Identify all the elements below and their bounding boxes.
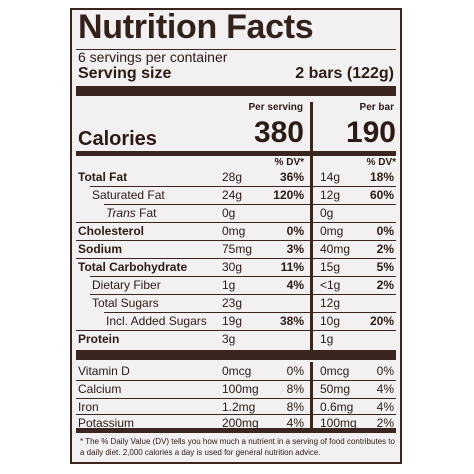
dv-per-serving: 36% [279, 170, 304, 184]
row-divider [90, 276, 396, 277]
vitamin-name: Iron [78, 400, 99, 414]
amount-per-serving: 19g [222, 314, 243, 328]
calories-per-serving: 380 [253, 116, 304, 149]
column-divider [310, 102, 313, 360]
dv-per-serving: 11% [280, 260, 304, 274]
serving-size-value: 2 bars (122g) [295, 65, 394, 82]
vitamin-dv-per-bar: 4% [376, 382, 394, 396]
vitamin-amount-per-serving: 0mcg [222, 364, 252, 378]
footnote-divider [76, 428, 396, 433]
vitamin-dv-per-bar: 0% [376, 364, 394, 378]
nutrient-name: Trans Fat [106, 206, 156, 220]
amount-per-bar: 0g [320, 206, 334, 220]
vitamin-dv-per-serving: 0% [286, 364, 304, 378]
nutrient-name: Sodium [78, 242, 122, 256]
calories-label: Calories [78, 128, 157, 150]
serving-size-label: Serving size [78, 65, 172, 82]
dv-per-serving: 4% [286, 278, 304, 292]
label-title: Nutrition Facts [78, 8, 314, 46]
nutrient-name: Total Sugars [92, 296, 159, 310]
vitamin-dv-per-bar: 2% [376, 416, 394, 430]
dv-header-serving: % DV* [274, 157, 304, 168]
nutrient-name-rest: Fat [135, 206, 157, 220]
servings-per-container: 6 servings per container [78, 49, 228, 65]
amount-per-serving: 3g [222, 332, 236, 346]
row-divider [104, 204, 396, 205]
row-divider [76, 240, 396, 241]
dv-per-serving: 0% [286, 224, 304, 238]
vitamin-amount-per-bar: 0.6mg [320, 400, 354, 414]
per-serving-header: Per serving [248, 102, 303, 113]
amount-per-bar: 40mg [320, 242, 351, 256]
dv-per-bar: 20% [369, 314, 394, 328]
nutrient-name: Total Carbohydrate [78, 260, 188, 274]
vitamins-divider [76, 350, 396, 360]
nutrient-name: Incl. Added Sugars [106, 314, 207, 328]
dv-per-bar: 60% [369, 188, 394, 202]
dv-per-serving: 120% [273, 188, 304, 202]
per-bar-header: Per bar [359, 102, 394, 113]
amount-per-serving: 24g [222, 188, 243, 202]
dv-per-bar: 18% [369, 170, 394, 184]
vitamin-dv-per-serving: 4% [286, 416, 304, 430]
nutrient-name: Saturated Fat [92, 188, 165, 202]
vitamin-dv-per-bar: 4% [376, 400, 394, 414]
nutrient-name: Cholesterol [78, 224, 145, 238]
amount-per-serving: 23g [222, 296, 243, 310]
vitamin-name: Calcium [78, 382, 122, 396]
nutrient-name: Total Fat [78, 170, 128, 184]
dv-per-serving: 3% [286, 242, 304, 256]
row-divider [76, 258, 396, 259]
calories-per-bar: 190 [345, 116, 396, 149]
amount-per-bar: 15g [320, 260, 341, 274]
vitamin-name: Vitamin D [78, 364, 130, 378]
footnote: * The % Daily Value (DV) tells you how m… [80, 437, 395, 457]
vitamin-name: Potassium [78, 416, 135, 430]
thick-divider [76, 86, 396, 96]
amount-per-bar: 10g [320, 314, 341, 328]
nutrient-name: Protein [78, 332, 120, 346]
dv-per-bar: 2% [376, 242, 394, 256]
dv-per-bar: 2% [376, 278, 394, 292]
row-divider [76, 380, 396, 381]
row-divider [76, 414, 396, 415]
vitamin-amount-per-serving: 100mg [222, 382, 259, 396]
amount-per-bar: 12g [320, 188, 341, 202]
nutrition-label: Nutrition Facts 6 servings per container… [70, 8, 402, 464]
calories-divider [76, 151, 396, 156]
amount-per-bar: <1g [320, 278, 341, 292]
row-divider [90, 294, 396, 295]
amount-per-serving: 1g [222, 278, 236, 292]
amount-per-serving: 0g [222, 206, 236, 220]
row-divider [90, 186, 396, 187]
column-divider-vitamins [310, 362, 313, 428]
row-divider [76, 222, 396, 223]
amount-per-serving: 30g [222, 260, 243, 274]
amount-per-serving: 0mg [222, 224, 246, 238]
divider [76, 49, 396, 50]
vitamin-amount-per-serving: 200mg [222, 416, 259, 430]
amount-per-bar: 0mg [320, 224, 344, 238]
vitamin-amount-per-bar: 50mg [320, 382, 351, 396]
dv-header-bar: % DV* [366, 157, 396, 168]
vitamin-dv-per-serving: 8% [286, 382, 304, 396]
dv-per-bar: 0% [376, 224, 394, 238]
row-divider [76, 330, 396, 331]
nutrient-name-italic: Trans [106, 206, 136, 220]
amount-per-serving: 28g [222, 170, 243, 184]
vitamin-amount-per-bar: 100mg [320, 416, 357, 430]
vitamin-amount-per-serving: 1.2mg [222, 400, 256, 414]
amount-per-bar: 12g [320, 296, 341, 310]
amount-per-bar: 14g [320, 170, 341, 184]
row-divider [104, 312, 396, 313]
dv-per-serving: 38% [279, 314, 304, 328]
amount-per-serving: 75mg [222, 242, 253, 256]
nutrient-name: Dietary Fiber [92, 278, 161, 292]
dv-per-bar: 5% [376, 260, 394, 274]
vitamin-dv-per-serving: 8% [286, 400, 304, 414]
row-divider [76, 398, 396, 399]
amount-per-bar: 1g [320, 332, 334, 346]
vitamin-amount-per-bar: 0mcg [320, 364, 350, 378]
